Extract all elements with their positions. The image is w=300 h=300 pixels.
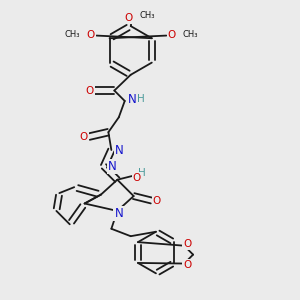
Text: N: N [128, 93, 137, 106]
Text: O: O [87, 30, 95, 40]
Text: CH₃: CH₃ [139, 11, 154, 20]
Text: N: N [115, 143, 124, 157]
Text: N: N [114, 207, 123, 220]
Text: CH₃: CH₃ [183, 31, 198, 40]
Text: O: O [183, 260, 191, 270]
Text: O: O [85, 85, 94, 96]
Text: O: O [183, 239, 191, 249]
Text: O: O [124, 13, 132, 23]
Text: O: O [80, 132, 88, 142]
Text: O: O [153, 196, 161, 206]
Text: H: H [137, 169, 145, 178]
Text: N: N [107, 160, 116, 173]
Text: O: O [168, 30, 176, 40]
Text: CH₃: CH₃ [65, 31, 80, 40]
Text: H: H [137, 94, 145, 104]
Text: O: O [133, 173, 141, 183]
